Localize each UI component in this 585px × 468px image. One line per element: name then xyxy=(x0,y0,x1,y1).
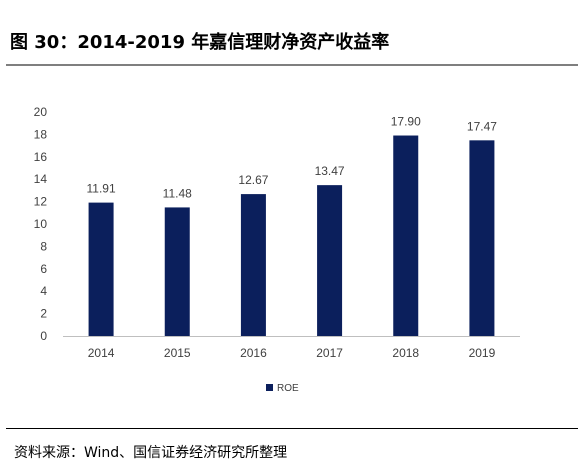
data-label-2019: 17.47 xyxy=(467,119,497,133)
x-tick-label: 2015 xyxy=(164,346,191,360)
bar-2019 xyxy=(469,140,495,336)
data-labels: 11.91 11.48 12.67 13.47 17.90 17.47 xyxy=(87,115,498,201)
y-tick-label: 0 xyxy=(40,329,47,343)
y-tick-label: 14 xyxy=(34,172,48,186)
bar-2016 xyxy=(240,194,266,336)
x-axis: 2014 2015 2016 2017 2018 2019 xyxy=(63,336,520,360)
legend: ROE xyxy=(266,383,299,394)
data-label-2014: 11.91 xyxy=(87,182,116,196)
legend-swatch xyxy=(266,384,273,391)
y-tick-label: 16 xyxy=(34,150,48,164)
source-note: 资料来源：Wind、国信证券经济研究所整理 xyxy=(14,445,288,461)
y-tick-label: 6 xyxy=(40,262,47,276)
x-tick-label: 2019 xyxy=(469,346,496,360)
data-label-2017: 13.47 xyxy=(315,164,345,178)
y-tick-label: 4 xyxy=(40,284,47,298)
data-label-2016: 12.67 xyxy=(238,173,268,187)
source-rule xyxy=(6,428,578,429)
y-tick-label: 10 xyxy=(34,217,48,231)
y-tick-label: 20 xyxy=(34,105,48,119)
x-tick-label: 2016 xyxy=(240,346,267,360)
y-tick-label: 8 xyxy=(40,239,47,253)
data-label-2015: 11.48 xyxy=(163,186,192,200)
bar-2017 xyxy=(317,185,343,336)
roe-bar-chart: 0 2 4 6 8 10 12 14 16 18 20 11.91 11.48 12.67 13.47 17… xyxy=(34,105,520,394)
y-tick-label: 18 xyxy=(34,127,48,141)
y-tick-label: 2 xyxy=(40,307,47,321)
figure-title: 图 30：2014-2019 年嘉信理财净资产收益率 xyxy=(10,32,390,53)
bar-2014 xyxy=(88,202,114,336)
y-axis: 0 2 4 6 8 10 12 14 16 18 20 xyxy=(34,105,48,343)
legend-label: ROE xyxy=(277,383,299,394)
x-tick-label: 2017 xyxy=(316,346,343,360)
chart-area: 0 2 4 6 8 10 12 14 16 18 20 11.91 11.48 12.67 13.47 17… xyxy=(0,66,585,426)
x-tick-label: 2018 xyxy=(392,346,419,360)
bar-2018 xyxy=(393,135,419,336)
title-rule xyxy=(6,64,578,66)
data-label-2018: 17.90 xyxy=(391,115,421,129)
bar-2015 xyxy=(164,207,190,336)
bar-series xyxy=(88,135,495,336)
y-tick-label: 12 xyxy=(34,195,48,209)
x-tick-label: 2014 xyxy=(88,346,115,360)
